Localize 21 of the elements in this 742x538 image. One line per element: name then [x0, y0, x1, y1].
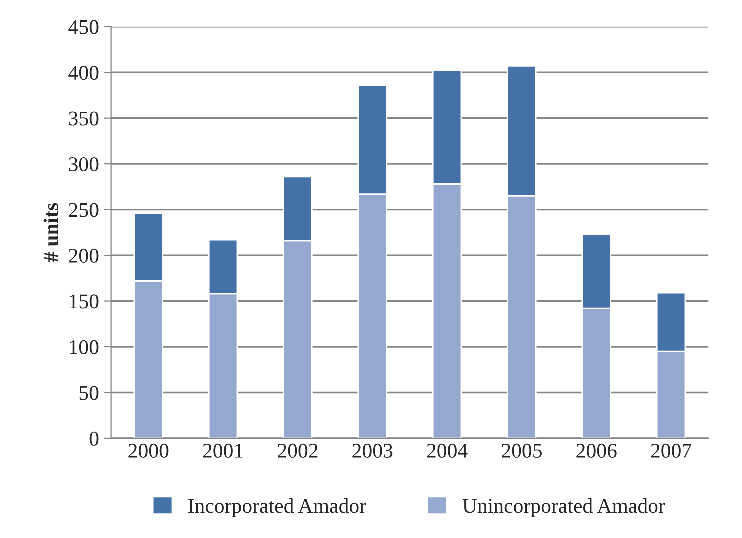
y-tick-label: 0 — [90, 432, 99, 446]
x-tick-label: 2002 — [278, 444, 318, 458]
legend-label: Unincorporated Amador — [462, 498, 666, 518]
x-tick-label: 2007 — [651, 444, 692, 458]
x-tick-label: 2001 — [203, 444, 243, 458]
x-tick-label: 2004 — [427, 444, 468, 458]
y-tick-label: 200 — [69, 248, 99, 263]
x-tick-label: 2000 — [128, 444, 169, 458]
y-tick-label: 400 — [68, 66, 99, 80]
x-tick-label: 2006 — [576, 444, 617, 458]
y-tick-label: 150 — [70, 294, 99, 309]
y-tick-label: 300 — [69, 157, 99, 172]
x-tick-label: 2003 — [352, 444, 393, 458]
y-tick-label: 100 — [70, 340, 99, 354]
y-axis-title: # units — [44, 203, 59, 262]
y-tick-label: 350 — [69, 112, 99, 126]
legend-label: Incorporated Amador — [188, 498, 366, 518]
y-tick-label: 50 — [80, 386, 99, 400]
y-tick-label: 250 — [69, 203, 99, 218]
x-tick-label: 2005 — [502, 444, 542, 458]
y-tick-label: 450 — [68, 20, 99, 34]
